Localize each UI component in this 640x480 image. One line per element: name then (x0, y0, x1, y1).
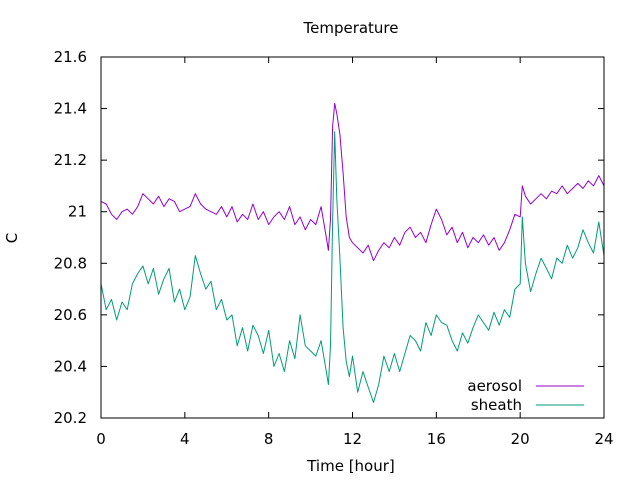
x-tick-label: 0 (96, 430, 106, 448)
x-tick-label: 8 (264, 430, 274, 448)
y-tick-label: 21.4 (54, 100, 87, 118)
y-axis-ticks: 20.2 20.4 20.6 20.8 21 21.2 21.4 21.6 (54, 48, 604, 427)
x-tick-label: 24 (594, 430, 613, 448)
y-tick-label: 21 (68, 203, 87, 221)
y-tick-label: 21.6 (54, 48, 87, 66)
series-layer (100, 102, 605, 403)
y-tick-label: 20.8 (54, 254, 87, 272)
x-tick-label: 12 (343, 430, 362, 448)
y-axis-label: C (3, 233, 21, 243)
x-axis-ticks: 0 4 8 12 16 20 24 (96, 57, 614, 448)
series-line-sheath (100, 131, 605, 403)
y-tick-label: 20.2 (54, 409, 87, 427)
y-tick-label: 20.6 (54, 306, 87, 324)
x-tick-label: 16 (427, 430, 446, 448)
y-tick-label: 20.4 (54, 357, 87, 375)
chart-title: Temperature (302, 19, 398, 37)
x-tick-label: 20 (511, 430, 530, 448)
legend-label-aerosol: aerosol (467, 377, 522, 395)
legend-label-sheath: sheath (471, 396, 522, 414)
y-tick-label: 21.2 (54, 151, 87, 169)
x-axis-label: Time [hour] (306, 457, 395, 475)
x-tick-label: 4 (180, 430, 190, 448)
series-line-aerosol (100, 102, 605, 262)
plot-frame (100, 56, 605, 419)
